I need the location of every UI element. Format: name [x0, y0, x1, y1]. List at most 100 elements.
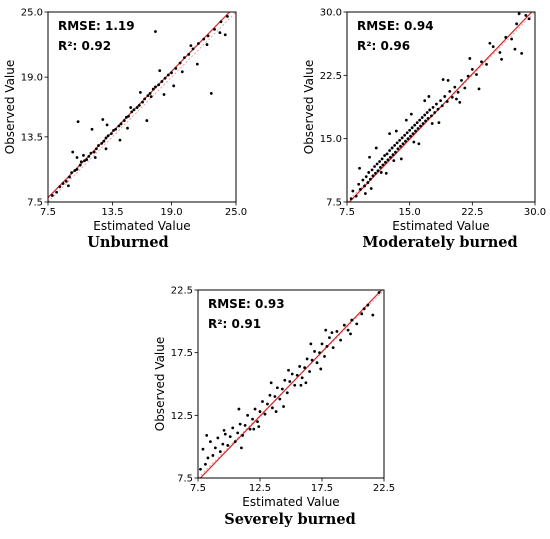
data-point	[61, 182, 65, 185]
data-point	[300, 376, 304, 380]
data-point	[101, 118, 105, 121]
data-point	[453, 85, 457, 89]
data-point	[135, 106, 139, 109]
data-point	[263, 412, 267, 416]
data-point	[71, 150, 75, 154]
data-point	[278, 397, 282, 401]
data-point	[75, 168, 79, 171]
data-point	[480, 60, 483, 64]
data-point	[304, 381, 308, 385]
data-point	[138, 90, 142, 94]
data-point	[389, 155, 392, 159]
data-point	[409, 134, 412, 138]
data-point	[315, 361, 319, 365]
data-point	[268, 393, 272, 397]
data-point	[335, 329, 339, 333]
chart-moderately-burned: Estimated Value Observed Value 7.57.5 15.…	[302, 8, 546, 234]
data-point	[148, 92, 152, 95]
data-point	[323, 355, 326, 358]
data-point	[237, 407, 241, 411]
data-point	[154, 85, 157, 89]
data-point	[377, 291, 381, 294]
data-point	[89, 151, 93, 155]
data-point	[339, 338, 342, 342]
data-point	[391, 153, 395, 157]
data-point	[364, 175, 368, 179]
data-point	[266, 402, 269, 406]
data-point	[219, 20, 223, 24]
x-tick-label: 22.5	[373, 483, 395, 494]
data-point	[388, 149, 392, 152]
data-point	[415, 121, 419, 125]
data-point	[206, 34, 210, 38]
data-point	[330, 331, 334, 335]
caption-moderately-burned: Moderately burned	[362, 234, 518, 251]
data-point	[223, 33, 227, 37]
data-point	[384, 171, 388, 175]
data-point	[392, 159, 396, 163]
data-point	[346, 328, 350, 332]
data-point	[97, 144, 100, 147]
data-point	[384, 160, 387, 164]
data-point	[166, 73, 170, 77]
data-point	[172, 84, 176, 88]
data-point	[269, 381, 273, 385]
data-point	[458, 100, 462, 104]
data-point	[58, 185, 62, 189]
data-point	[383, 154, 386, 157]
y-tick-label: 19.0	[21, 73, 43, 84]
data-point	[342, 323, 346, 327]
chart-severely-burned: Estimated Value Observed Value 7.57.5 12.…	[153, 286, 395, 510]
data-point	[236, 431, 240, 435]
r2-label: R²: 0.96	[357, 39, 410, 53]
data-point	[282, 405, 285, 408]
data-point	[303, 366, 307, 370]
data-point	[83, 159, 86, 163]
data-point	[379, 171, 383, 174]
data-point	[129, 106, 133, 109]
data-point	[374, 171, 377, 175]
data-point	[243, 423, 247, 427]
x-tick-label: 30.0	[524, 207, 546, 218]
data-point	[355, 322, 359, 326]
data-point	[233, 440, 237, 444]
x-tick-label: 12.5	[249, 483, 271, 494]
data-point	[380, 157, 384, 161]
plot-area	[347, 12, 535, 202]
y-tick-label: 7.5	[27, 198, 43, 209]
data-point	[409, 112, 413, 116]
data-point	[419, 124, 422, 128]
data-point	[94, 147, 98, 151]
x-axis-label: Estimated Value	[93, 219, 190, 233]
data-point	[201, 447, 205, 451]
data-point	[350, 318, 354, 322]
data-point	[488, 41, 492, 45]
data-point	[162, 93, 166, 96]
data-point	[378, 160, 381, 163]
x-tick-label: 7.5	[339, 207, 355, 218]
data-point	[82, 153, 85, 157]
data-point	[420, 116, 424, 119]
data-point	[413, 123, 417, 127]
data-point	[68, 175, 71, 179]
r2-label: R²: 0.91	[208, 317, 261, 331]
plot-frame	[47, 11, 237, 203]
data-point	[361, 178, 365, 182]
data-point	[435, 102, 438, 106]
y-tick-label: 17.5	[171, 348, 193, 359]
rmse-label: RMSE: 0.93	[208, 297, 285, 311]
data-point	[450, 95, 454, 99]
data-point	[394, 129, 398, 133]
data-point	[313, 350, 316, 353]
data-point	[405, 131, 409, 135]
data-point	[287, 368, 290, 372]
data-point	[205, 43, 209, 46]
data-point	[363, 184, 366, 188]
data-point	[436, 107, 440, 111]
data-point	[411, 132, 415, 136]
data-point	[440, 104, 444, 108]
y-tick-label: 30.0	[320, 8, 342, 19]
data-point	[145, 119, 149, 122]
data-point	[437, 121, 441, 125]
